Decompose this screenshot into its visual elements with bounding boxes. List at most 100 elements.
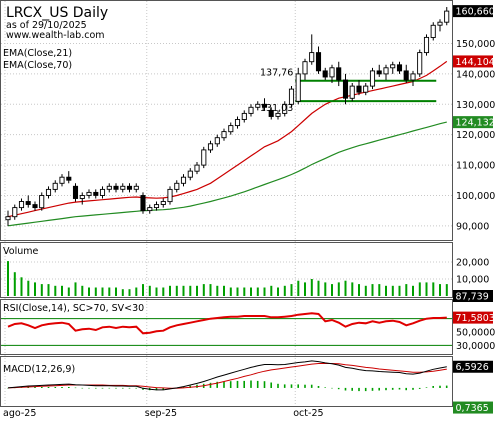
volume-bar [263,287,266,296]
candle-body [410,73,416,81]
volume-bar [297,280,300,296]
candle-body [25,201,31,205]
macd-hist-bar [398,387,401,390]
volume-bar [445,284,448,296]
volume-bar [128,289,131,296]
volume-bar [182,285,185,296]
ema21-value-label: 144,104 [456,57,495,68]
candle-body [261,103,268,108]
chart-title: LRCX_US Daily [6,5,108,21]
macd-hist-bar [344,387,347,391]
macd-hist-bar [277,383,279,388]
volume-bar [324,282,327,296]
candle-body [147,207,153,212]
volume-bar [20,277,23,296]
macd-last-label-bg [453,360,493,373]
volume-bar [115,287,117,296]
volume-bar [331,284,333,296]
chart-website: www.wealth-lab.com [6,30,105,41]
price-pane [0,0,453,241]
candle-body [282,103,288,114]
macd-hist-bar [236,380,239,388]
volume-bar [364,285,367,296]
candle-body [309,52,315,63]
volume-bar [317,280,320,296]
macd-hist-bar [391,387,394,390]
candle-body [255,103,261,108]
candle-body [32,204,38,209]
volume-bar [209,284,212,296]
candle-body [430,24,436,38]
macd-hist-bar [41,387,43,388]
rsi-line [7,312,447,335]
candle-body [369,70,376,87]
volume-last-label: 87,739 [456,292,489,303]
macd-hist-bar [108,387,111,389]
candle-body [396,64,403,72]
macd-hist-bar [54,387,57,388]
candle-body [133,185,139,190]
volume-bar [439,284,441,296]
volume-bar [47,284,50,296]
volume-bar [101,287,104,296]
candle-body [194,164,200,172]
candle-body [12,207,18,218]
volume-bar [283,285,286,296]
candle-body [174,182,180,190]
volume-bar [236,287,239,296]
volume-bar [418,282,421,296]
macd-hist-bar [7,387,9,389]
volume-bar [54,285,57,296]
ema70-value-label-bg [453,116,493,129]
ema70-value-label: 124,132 [456,118,495,129]
volume-bar [358,284,360,296]
candle-body [234,119,241,127]
candle-body [167,188,173,203]
candle-body [113,185,119,190]
rsi-last-label-bg [453,311,493,324]
candle-body [336,67,342,81]
volume-bar [81,285,84,296]
macd-hist-bar [135,387,137,389]
volume-bar [223,285,225,296]
macd-hist-bar [162,387,164,390]
candle-body [248,106,254,114]
candle-body [106,185,112,190]
macd-hist-bar [115,387,117,389]
macd-hist-bar [81,387,84,389]
macd-hist-bar [61,387,63,388]
macd-hist-bar [290,384,293,388]
volume-bar [94,287,97,296]
volume-bar [34,282,36,296]
macd-pane [0,356,453,407]
macd-hist-bar [95,387,97,389]
macd-hist-bar [405,387,407,391]
candle-body [383,67,389,75]
volume-bar [290,284,293,296]
price-tick-label: 100,000 [456,191,495,202]
macd-hist-last-label: 0,7365 [456,403,489,414]
ema21-line [7,60,448,218]
volume-bar [148,285,151,296]
volume-bar [162,287,165,296]
candle-body [45,188,52,196]
macd-hist-bar [297,384,299,388]
rsi-last-label: 71,5803 [456,313,495,324]
last-price-label: 160,660 [456,7,495,18]
macd-hist-bar [142,387,144,390]
macd-title: MACD(12,26,9) [3,364,75,375]
macd-hist-bar [439,385,441,388]
volume-bar [135,287,138,296]
candle-body [39,195,45,209]
rsi-tick-label: 30,0000 [456,341,495,352]
macd-hist-bar [74,387,77,389]
macd-hist-bar [412,387,414,390]
ema70-line [7,121,447,227]
candle-body [437,21,443,26]
volume-bar [88,287,90,296]
x-tick-label: ago-25 [3,408,36,419]
volume-bar [351,282,354,296]
candle-body [356,85,362,93]
macd-hist-bar [283,384,286,388]
